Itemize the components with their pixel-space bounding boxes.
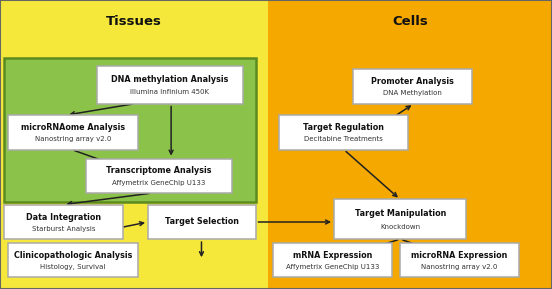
- Text: Target Regulation: Target Regulation: [303, 123, 384, 132]
- Text: Decitabine Treatments: Decitabine Treatments: [304, 136, 383, 142]
- Text: DNA Methylation: DNA Methylation: [383, 90, 442, 96]
- Text: microRNA Expression: microRNA Expression: [411, 251, 508, 260]
- Text: microRNAome Analysis: microRNAome Analysis: [21, 123, 125, 132]
- Text: Target Selection: Target Selection: [164, 217, 239, 226]
- Bar: [334, 199, 466, 239]
- Bar: [279, 115, 408, 150]
- Bar: [86, 159, 232, 193]
- Bar: [4, 58, 256, 202]
- Text: Transcriptome Analysis: Transcriptome Analysis: [106, 166, 211, 175]
- Text: Starburst Analysis: Starburst Analysis: [32, 226, 95, 232]
- Text: Affymetrix GeneChip U133: Affymetrix GeneChip U133: [286, 264, 379, 270]
- Text: Target Manipulation: Target Manipulation: [354, 209, 446, 218]
- Bar: [148, 205, 256, 239]
- Text: Histology, Survival: Histology, Survival: [40, 264, 106, 270]
- Bar: [268, 0, 552, 289]
- Text: Nanostring array v2.0: Nanostring array v2.0: [35, 136, 112, 142]
- Text: Nanostring array v2.0: Nanostring array v2.0: [421, 264, 498, 270]
- Bar: [4, 205, 123, 239]
- Bar: [8, 115, 138, 150]
- Text: Promoter Analysis: Promoter Analysis: [371, 77, 454, 86]
- Bar: [273, 243, 392, 277]
- Text: Data Integration: Data Integration: [26, 212, 102, 222]
- Bar: [353, 69, 472, 103]
- Bar: [400, 243, 519, 277]
- Text: Cells: Cells: [392, 15, 428, 28]
- Text: Clinicopathologic Analysis: Clinicopathologic Analysis: [14, 251, 132, 260]
- Text: DNA methylation Analysis: DNA methylation Analysis: [111, 75, 229, 84]
- Text: Knockdown: Knockdown: [380, 224, 420, 230]
- Text: Affymetrix GeneChip U133: Affymetrix GeneChip U133: [112, 180, 205, 186]
- Bar: [8, 243, 138, 277]
- Text: mRNA Expression: mRNA Expression: [293, 251, 372, 260]
- Text: Illumina Infinium 450K: Illumina Infinium 450K: [130, 90, 209, 95]
- Bar: [97, 66, 243, 103]
- Text: Tissues: Tissues: [106, 15, 162, 28]
- Bar: [0, 0, 268, 289]
